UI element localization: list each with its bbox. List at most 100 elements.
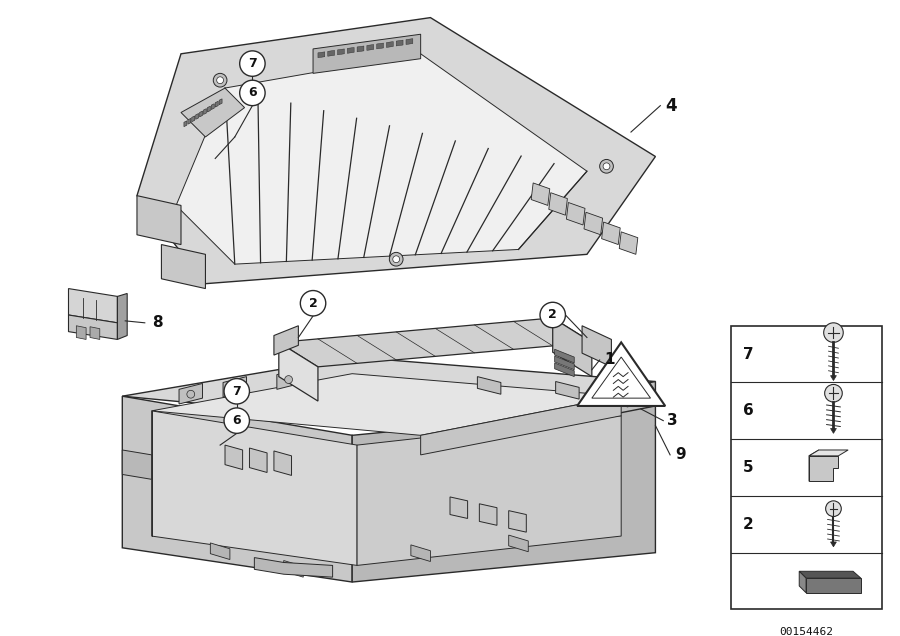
Polygon shape [420, 396, 621, 455]
Polygon shape [553, 318, 592, 377]
Polygon shape [161, 245, 205, 289]
Polygon shape [318, 52, 325, 58]
Polygon shape [255, 558, 333, 577]
Polygon shape [284, 560, 303, 577]
Circle shape [390, 252, 403, 266]
Polygon shape [806, 578, 861, 593]
Polygon shape [480, 504, 497, 525]
Polygon shape [200, 111, 202, 117]
Circle shape [392, 256, 400, 263]
Polygon shape [328, 50, 335, 56]
Polygon shape [249, 448, 267, 473]
Polygon shape [212, 104, 214, 109]
Polygon shape [357, 416, 621, 565]
Polygon shape [554, 356, 574, 370]
Polygon shape [582, 326, 611, 367]
Polygon shape [386, 41, 393, 48]
Polygon shape [430, 382, 655, 450]
Polygon shape [352, 406, 655, 582]
Polygon shape [179, 384, 203, 404]
Text: 7: 7 [743, 347, 753, 362]
Circle shape [239, 80, 266, 106]
Text: 00154462: 00154462 [779, 627, 833, 636]
Polygon shape [195, 113, 199, 120]
Circle shape [284, 376, 292, 384]
Polygon shape [225, 445, 243, 469]
Polygon shape [450, 497, 468, 518]
Circle shape [213, 73, 227, 87]
Polygon shape [554, 363, 574, 377]
Polygon shape [215, 101, 218, 107]
Polygon shape [566, 202, 585, 225]
Polygon shape [137, 196, 181, 245]
Polygon shape [184, 121, 187, 127]
Circle shape [824, 323, 843, 342]
Polygon shape [508, 535, 528, 551]
Text: 2: 2 [548, 308, 557, 321]
Polygon shape [76, 326, 86, 340]
Text: 8: 8 [151, 315, 162, 330]
Polygon shape [592, 357, 651, 398]
Polygon shape [137, 18, 655, 284]
Circle shape [239, 51, 266, 76]
Polygon shape [274, 451, 292, 476]
Polygon shape [406, 39, 413, 45]
Polygon shape [799, 571, 806, 593]
Text: 7: 7 [232, 385, 241, 398]
Text: 5: 5 [743, 460, 753, 475]
Polygon shape [207, 106, 211, 112]
Polygon shape [192, 116, 194, 121]
Polygon shape [367, 45, 374, 50]
Text: 1: 1 [605, 352, 615, 368]
Polygon shape [122, 450, 151, 480]
Polygon shape [357, 46, 364, 52]
Polygon shape [831, 542, 836, 547]
Circle shape [824, 384, 842, 402]
Polygon shape [549, 193, 567, 215]
Circle shape [825, 501, 842, 516]
Polygon shape [90, 327, 100, 340]
Text: 7: 7 [248, 57, 256, 70]
Polygon shape [117, 293, 127, 340]
Bar [731, 326, 882, 609]
Text: 4: 4 [665, 97, 677, 114]
Polygon shape [122, 357, 655, 425]
Text: 6: 6 [232, 414, 241, 427]
Polygon shape [396, 40, 403, 46]
Text: 3: 3 [667, 413, 678, 428]
Polygon shape [477, 377, 501, 394]
Polygon shape [203, 109, 206, 114]
Polygon shape [411, 545, 430, 562]
Polygon shape [799, 571, 861, 578]
Polygon shape [68, 315, 117, 340]
Circle shape [301, 291, 326, 316]
Polygon shape [619, 232, 638, 254]
Polygon shape [188, 118, 191, 124]
Text: 2: 2 [309, 297, 318, 310]
Text: 9: 9 [675, 447, 686, 462]
Circle shape [224, 408, 249, 433]
Text: 6: 6 [743, 403, 753, 418]
Polygon shape [176, 54, 587, 264]
Polygon shape [831, 429, 836, 433]
Polygon shape [277, 369, 301, 389]
Polygon shape [554, 349, 574, 363]
Text: 2: 2 [743, 517, 753, 532]
Circle shape [231, 384, 239, 391]
Polygon shape [809, 450, 848, 456]
Polygon shape [831, 376, 836, 380]
Polygon shape [584, 212, 603, 235]
Polygon shape [347, 48, 354, 53]
Polygon shape [279, 318, 592, 367]
Polygon shape [508, 511, 526, 532]
Polygon shape [211, 543, 230, 560]
Polygon shape [809, 456, 839, 481]
Polygon shape [219, 99, 222, 105]
Polygon shape [531, 183, 550, 205]
Polygon shape [122, 396, 352, 582]
Polygon shape [313, 34, 420, 73]
Circle shape [187, 391, 194, 398]
Polygon shape [577, 342, 665, 406]
Polygon shape [274, 326, 299, 355]
Circle shape [224, 378, 249, 404]
